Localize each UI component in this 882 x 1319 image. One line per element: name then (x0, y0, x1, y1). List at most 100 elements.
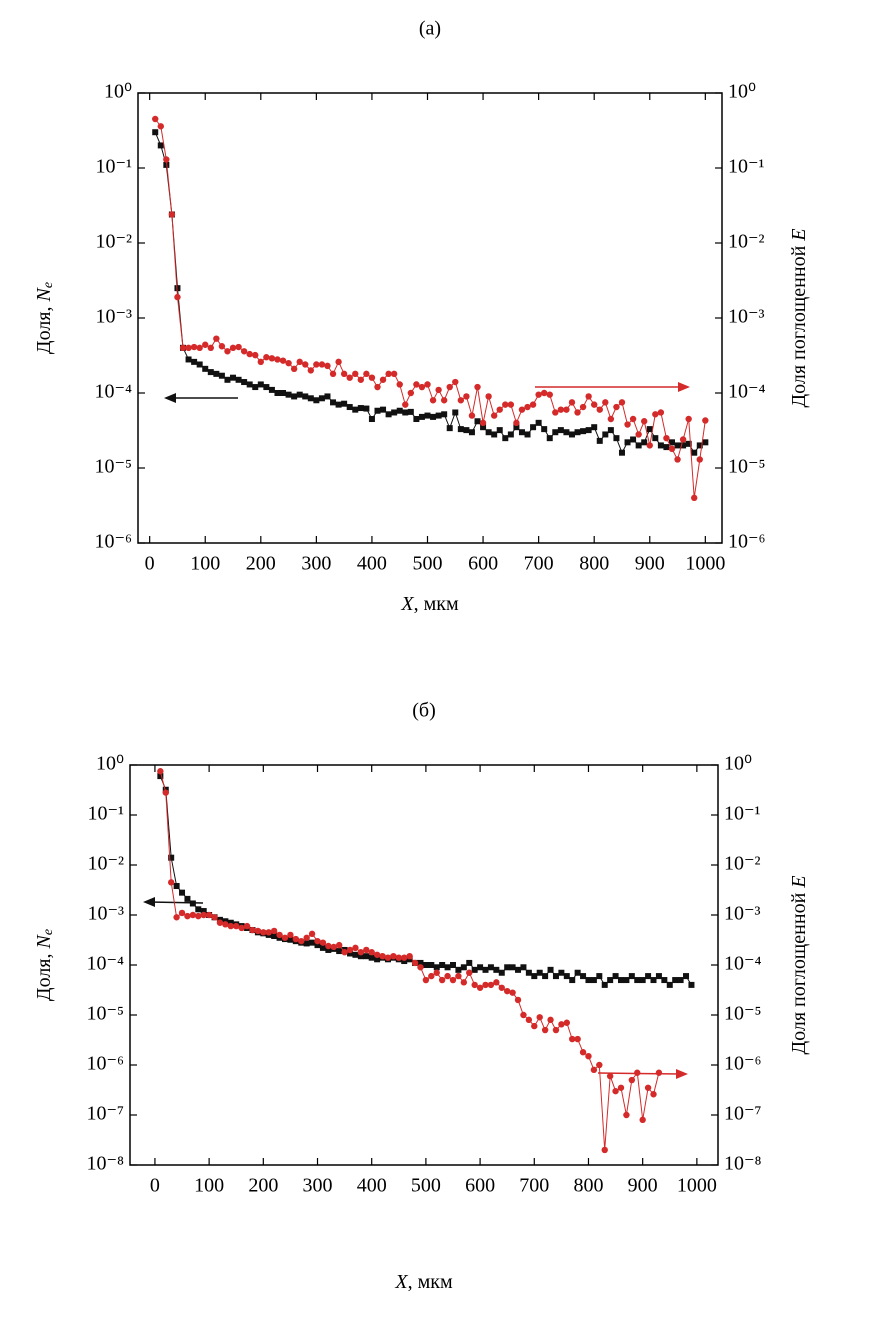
point (691, 449, 698, 456)
point (444, 972, 451, 980)
point (629, 415, 637, 423)
point (702, 417, 709, 424)
point (224, 376, 231, 383)
label-part: e (41, 929, 56, 935)
point (352, 406, 359, 413)
yticks-tick-label: 10⁻¹ (95, 156, 132, 178)
point (691, 494, 698, 502)
point (655, 1069, 663, 1076)
point (157, 123, 164, 130)
point (696, 456, 703, 463)
arrow-head (164, 393, 176, 403)
yticks-tick-label: 10⁻⁸ (86, 1153, 124, 1175)
yticks-tick-label: 10⁻⁶ (94, 531, 132, 553)
point (525, 1016, 533, 1024)
point (646, 426, 653, 433)
point (433, 969, 440, 976)
point (374, 956, 381, 963)
x-tick-label: 1000 (685, 553, 725, 575)
point (618, 399, 626, 406)
point (514, 996, 522, 1004)
label-part: N (33, 287, 55, 303)
point (152, 129, 159, 136)
point (346, 374, 353, 381)
point (298, 937, 305, 945)
point (552, 973, 559, 980)
x-tick-label: 0 (150, 1175, 160, 1197)
point (235, 376, 242, 383)
point (325, 942, 332, 950)
yticks-tick-label: 10⁻³ (95, 306, 132, 328)
point (336, 948, 343, 955)
point (189, 911, 197, 919)
point (252, 384, 259, 391)
point (202, 365, 209, 372)
point (596, 973, 603, 980)
point (318, 395, 325, 402)
point (579, 1049, 587, 1056)
arrow-head (143, 897, 155, 907)
label-part: E (788, 228, 810, 241)
point (368, 374, 376, 381)
point (641, 439, 648, 446)
point (167, 879, 175, 886)
point (157, 773, 164, 780)
point (590, 977, 597, 984)
point (655, 973, 662, 980)
x-tick-label: 800 (579, 553, 609, 575)
x-tick-label: 100 (190, 553, 220, 575)
point (384, 954, 392, 961)
point (314, 937, 321, 945)
point (452, 378, 459, 386)
point (307, 367, 315, 374)
point (379, 376, 387, 383)
point (618, 449, 625, 456)
point (563, 429, 570, 436)
point (513, 419, 520, 427)
point (368, 949, 375, 956)
point (503, 987, 511, 995)
point (639, 977, 646, 984)
point (535, 419, 542, 426)
point (385, 411, 392, 418)
point (552, 429, 559, 436)
yticks-tick-label: 10⁻⁷ (86, 1103, 124, 1125)
point (213, 335, 220, 342)
point (446, 425, 453, 432)
point (184, 912, 191, 920)
point (641, 418, 648, 425)
point (179, 344, 187, 352)
x-tick-label: 700 (519, 1175, 549, 1197)
point (285, 359, 292, 367)
point (279, 357, 287, 364)
point (557, 427, 564, 434)
point (195, 906, 202, 913)
point (257, 381, 264, 388)
chart-title: (б) (412, 700, 436, 722)
point (541, 426, 548, 433)
point (683, 973, 690, 980)
point (635, 431, 642, 438)
point (216, 919, 224, 926)
point (585, 427, 592, 434)
point (433, 964, 440, 971)
point (531, 1022, 538, 1030)
y2ticks-tick-label: 10⁻⁴ (724, 953, 762, 975)
point (679, 436, 687, 443)
point (463, 427, 470, 434)
point (309, 939, 316, 946)
point (185, 344, 192, 352)
point (243, 922, 251, 930)
point (207, 369, 214, 376)
point (479, 419, 487, 427)
y2ticks-tick-label: 10⁻⁵ (724, 1003, 762, 1025)
point (624, 439, 631, 446)
point (363, 953, 370, 960)
point (652, 411, 659, 418)
point (407, 389, 415, 397)
x-tick-label: 200 (246, 553, 276, 575)
point (424, 381, 431, 388)
point (507, 431, 514, 438)
point (346, 404, 353, 411)
point (422, 976, 430, 984)
